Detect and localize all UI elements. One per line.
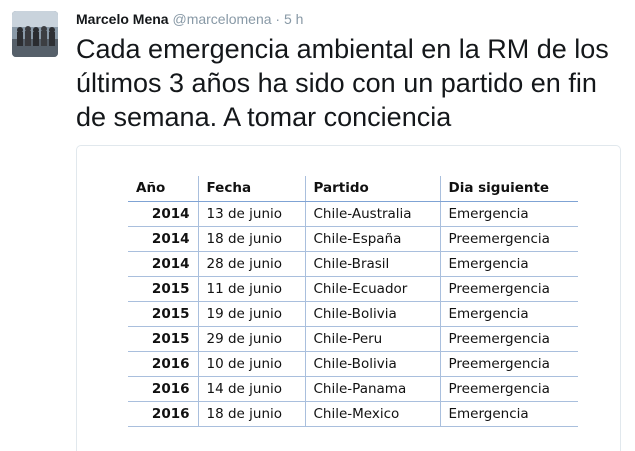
tweet-media[interactable]: Año Fecha Partido Dia siguiente 2014 13 … xyxy=(76,145,621,451)
author-handle[interactable]: @marcelomena xyxy=(172,11,272,27)
table-row: 2014 18 de junio Chile-España Preemergen… xyxy=(128,225,578,252)
cell-year: 2014 xyxy=(128,200,199,227)
column-header-year: Año xyxy=(128,176,199,202)
cell-next-day: Preemergencia xyxy=(439,225,578,252)
cell-year: 2015 xyxy=(128,275,199,302)
cell-match: Chile-Bolivia xyxy=(304,350,441,377)
cell-year: 2014 xyxy=(128,250,199,277)
cell-next-day: Emergencia xyxy=(439,250,578,277)
cell-match: Chile-Australia xyxy=(304,200,441,227)
cell-year: 2014 xyxy=(128,225,199,252)
cell-date: 10 de junio xyxy=(197,350,306,377)
cell-year: 2015 xyxy=(128,300,199,327)
table-header-row: Año Fecha Partido Dia siguiente xyxy=(128,176,578,202)
table-row: 2016 14 de junio Chile-Panama Preemergen… xyxy=(128,375,578,402)
cell-next-day: Emergencia xyxy=(439,200,578,227)
avatar[interactable] xyxy=(12,11,58,57)
column-header-date: Fecha xyxy=(197,176,306,202)
cell-year: 2016 xyxy=(128,400,199,427)
cell-next-day: Preemergencia xyxy=(439,350,578,377)
separator-dot: · xyxy=(275,11,281,27)
cell-date: 18 de junio xyxy=(197,225,306,252)
cell-match: Chile-Bolivia xyxy=(304,300,441,327)
column-header-next-day: Dia siguiente xyxy=(439,176,578,202)
cell-match: Chile-Ecuador xyxy=(304,275,441,302)
author-name[interactable]: Marcelo Mena xyxy=(76,11,169,27)
tweet-header: Marcelo Mena @marcelomena · 5 h xyxy=(76,10,303,28)
cell-date: 14 de junio xyxy=(197,375,306,402)
data-table: Año Fecha Partido Dia siguiente 2014 13 … xyxy=(128,176,578,427)
cell-match: Chile-Peru xyxy=(304,325,441,352)
cell-year: 2016 xyxy=(128,375,199,402)
table-row: 2016 18 de junio Chile-Mexico Emergencia xyxy=(128,400,578,427)
table-row: 2015 29 de junio Chile-Peru Preemergenci… xyxy=(128,325,578,352)
tweet-text: Cada emergencia ambiental en la RM de lo… xyxy=(76,34,609,132)
table-row: 2014 13 de junio Chile-Australia Emergen… xyxy=(128,200,578,227)
cell-match: Chile-Mexico xyxy=(304,400,441,427)
table-row: 2014 28 de junio Chile-Brasil Emergencia xyxy=(128,250,578,277)
cell-next-day: Preemergencia xyxy=(439,275,578,302)
tweet-timestamp[interactable]: 5 h xyxy=(283,11,304,27)
table-row: 2015 11 de junio Chile-Ecuador Preemerge… xyxy=(128,275,578,302)
cell-date: 19 de junio xyxy=(197,300,306,327)
cell-year: 2016 xyxy=(128,350,199,377)
table-row: 2015 19 de junio Chile-Bolivia Emergenci… xyxy=(128,300,578,327)
cell-next-day: Emergencia xyxy=(439,400,578,427)
cell-date: 18 de junio xyxy=(197,400,306,427)
cell-match: Chile-Brasil xyxy=(304,250,441,277)
cell-date: 11 de junio xyxy=(197,275,306,302)
table-row: 2016 10 de junio Chile-Bolivia Preemerge… xyxy=(128,350,578,377)
cell-match: Chile-Panama xyxy=(304,375,441,402)
cell-next-day: Preemergencia xyxy=(439,375,578,402)
column-header-match: Partido xyxy=(304,176,441,202)
cell-match: Chile-España xyxy=(304,225,441,252)
cell-date: 13 de junio xyxy=(197,200,306,227)
cell-next-day: Preemergencia xyxy=(439,325,578,352)
cell-year: 2015 xyxy=(128,325,199,352)
cell-next-day: Emergencia xyxy=(439,300,578,327)
avatar-image xyxy=(12,11,58,57)
cell-date: 28 de junio xyxy=(197,250,306,277)
cell-date: 29 de junio xyxy=(197,325,306,352)
